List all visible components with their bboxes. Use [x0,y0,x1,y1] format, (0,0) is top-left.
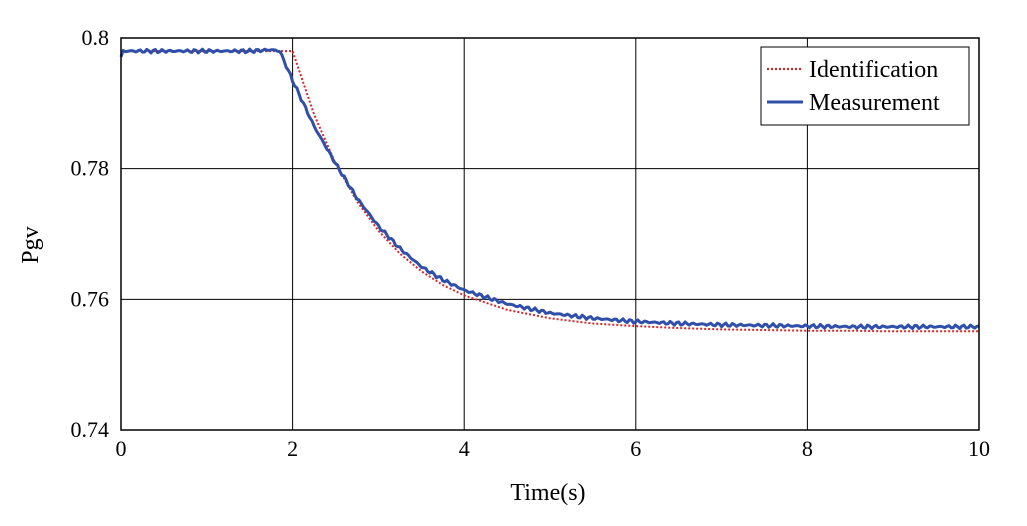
y-tick-label: 0.78 [71,156,110,181]
series-layer [119,47,980,333]
legend-label-identification: Identification [809,57,938,83]
x-tick-label: 2 [287,436,298,461]
legend: Identification Measurement [760,46,970,126]
series-line-measurement [119,47,980,331]
x-tick-label: 8 [802,436,813,461]
y-tick-labels: 0.74 0.76 0.78 0.8 [71,25,110,442]
legend-label-measurement: Measurement [809,90,940,116]
x-axis-label: Time(s) [510,480,585,506]
plot-frame [120,37,980,431]
x-tick-labels: 0 2 4 6 8 10 [116,436,991,461]
y-axis-label: Pgv [18,226,44,263]
x-tick-label: 0 [116,436,127,461]
y-tick-label: 0.76 [71,286,110,311]
x-tick-label: 6 [630,436,641,461]
x-tick-label: 4 [459,436,470,461]
y-tick-label: 0.8 [82,25,110,50]
x-tick-label: 10 [968,436,990,461]
series-line-identification [121,50,979,333]
y-tick-label: 0.74 [71,417,110,442]
legend-box [760,46,970,126]
